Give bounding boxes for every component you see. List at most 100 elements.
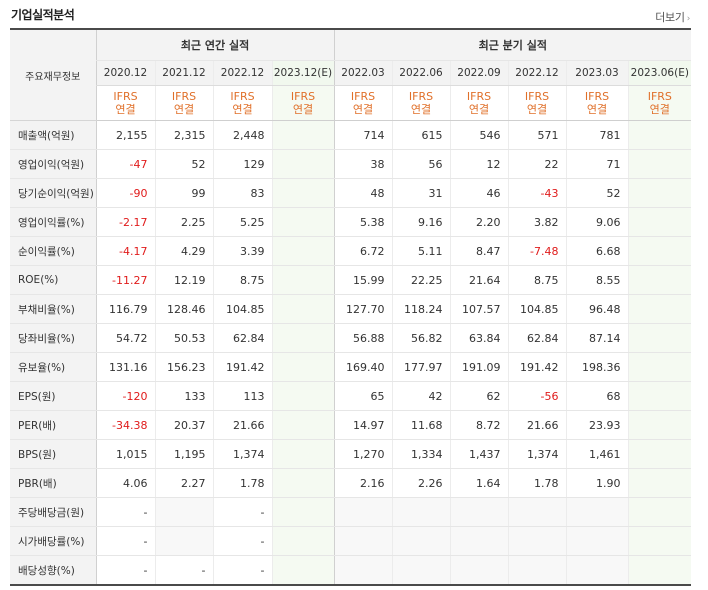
basis-standard: IFRS bbox=[584, 90, 610, 103]
value-cell: 5.11 bbox=[391, 236, 451, 266]
value-cell: 571 bbox=[507, 120, 567, 150]
value-cell: 65 bbox=[333, 381, 393, 411]
value-cell: 15.99 bbox=[333, 265, 393, 295]
value-cell: 8.75 bbox=[212, 265, 272, 295]
value-cell bbox=[627, 352, 692, 382]
value-cell bbox=[271, 555, 335, 586]
value-cell: 1.90 bbox=[565, 468, 629, 498]
value-cell bbox=[271, 352, 335, 382]
period-header: 2021.12 bbox=[154, 60, 213, 86]
value-cell bbox=[391, 555, 451, 586]
table-row: ROE(%) -11.27 12.19 8.75 15.99 22.25 21.64 8.75… bbox=[10, 265, 692, 295]
value-cell: 1,270 bbox=[333, 439, 393, 469]
basis-standard: IFRS bbox=[113, 90, 138, 103]
value-cell: 3.39 bbox=[212, 236, 272, 266]
basis-standard: IFRS bbox=[524, 90, 550, 103]
value-cell: - bbox=[154, 555, 213, 586]
value-cell: -2.17 bbox=[95, 207, 155, 237]
value-cell: 52 bbox=[154, 149, 213, 179]
value-cell bbox=[271, 265, 335, 295]
value-cell bbox=[627, 149, 692, 179]
value-cell: 12 bbox=[449, 149, 509, 179]
value-cell: 781 bbox=[565, 120, 629, 150]
value-cell bbox=[271, 439, 335, 469]
value-cell: 46 bbox=[449, 178, 509, 208]
value-cell: 87.14 bbox=[565, 323, 629, 353]
value-cell: 22 bbox=[507, 149, 567, 179]
value-cell bbox=[627, 323, 692, 353]
value-cell: 615 bbox=[391, 120, 451, 150]
value-cell bbox=[507, 526, 567, 556]
value-cell bbox=[271, 497, 335, 527]
value-cell: 1,461 bbox=[565, 439, 629, 469]
row-label: EPS(원) bbox=[10, 381, 96, 411]
more-link[interactable]: 더보기 › bbox=[655, 9, 690, 25]
basis-standard: IFRS bbox=[466, 90, 492, 103]
value-cell bbox=[627, 294, 692, 324]
value-cell: 8.55 bbox=[565, 265, 629, 295]
table-row: 유보율(%) 131.16 156.23 191.42 169.40 177.97 191.… bbox=[10, 352, 692, 382]
more-link-label[interactable]: 더보기 bbox=[655, 11, 685, 24]
value-cell: 169.40 bbox=[333, 352, 393, 382]
value-cell bbox=[271, 120, 335, 150]
period-header-row: 2020.12 2021.12 2022.12 2023.12(E) 2022.03 20… bbox=[10, 60, 692, 86]
value-cell: 156.23 bbox=[154, 352, 213, 382]
value-cell bbox=[271, 468, 335, 498]
value-cell: 1,374 bbox=[212, 439, 272, 469]
value-cell: 56.82 bbox=[391, 323, 451, 353]
value-cell bbox=[154, 526, 213, 556]
value-cell: 56.88 bbox=[333, 323, 393, 353]
value-cell bbox=[507, 555, 567, 586]
annual-group-header: 최근 연간 실적 bbox=[95, 29, 335, 61]
basis-scope: 연결 bbox=[410, 103, 432, 116]
value-cell: 8.72 bbox=[449, 410, 509, 440]
value-cell: -47 bbox=[95, 149, 155, 179]
basis-header: IFRS 연결 bbox=[333, 85, 393, 121]
row-label: 당기순이익(억원) bbox=[10, 178, 96, 208]
value-cell: 2,315 bbox=[154, 120, 213, 150]
value-cell: 1.64 bbox=[449, 468, 509, 498]
period-header: 2022.06 bbox=[391, 60, 451, 86]
value-cell: 127.70 bbox=[333, 294, 393, 324]
value-cell bbox=[565, 526, 629, 556]
value-cell: 31 bbox=[391, 178, 451, 208]
value-cell: 1,015 bbox=[95, 439, 155, 469]
value-cell bbox=[271, 381, 335, 411]
basis-header: IFRS 연결 bbox=[391, 85, 451, 121]
table-row: 주당배당금(원) - - bbox=[10, 497, 692, 527]
value-cell: 131.16 bbox=[95, 352, 155, 382]
value-cell bbox=[391, 526, 451, 556]
value-cell: 2,448 bbox=[212, 120, 272, 150]
value-cell bbox=[627, 381, 692, 411]
value-cell bbox=[391, 497, 451, 527]
value-cell: 50.53 bbox=[154, 323, 213, 353]
table-row: PER(배) -34.38 20.37 21.66 14.97 11.68 8.72 21.6… bbox=[10, 410, 692, 440]
value-cell: 14.97 bbox=[333, 410, 393, 440]
value-cell: 62 bbox=[449, 381, 509, 411]
value-cell: - bbox=[212, 497, 272, 527]
value-cell: -4.17 bbox=[95, 236, 155, 266]
value-cell: 198.36 bbox=[565, 352, 629, 382]
value-cell: 191.42 bbox=[212, 352, 272, 382]
value-cell: 1.78 bbox=[507, 468, 567, 498]
value-cell bbox=[333, 555, 393, 586]
value-cell bbox=[627, 120, 692, 150]
value-cell bbox=[627, 236, 692, 266]
value-cell: 62.84 bbox=[212, 323, 272, 353]
row-label: 배당성향(%) bbox=[10, 555, 96, 586]
row-label: BPS(원) bbox=[10, 439, 96, 469]
value-cell: -43 bbox=[507, 178, 567, 208]
value-cell: 54.72 bbox=[95, 323, 155, 353]
value-cell: 116.79 bbox=[95, 294, 155, 324]
value-cell: 63.84 bbox=[449, 323, 509, 353]
value-cell: 2.27 bbox=[154, 468, 213, 498]
value-cell: 42 bbox=[391, 381, 451, 411]
basis-scope: 연결 bbox=[232, 103, 253, 116]
value-cell: 71 bbox=[565, 149, 629, 179]
value-cell: 5.25 bbox=[212, 207, 272, 237]
period-header: 2023.06(E) bbox=[627, 60, 692, 86]
value-cell bbox=[333, 526, 393, 556]
value-cell: 177.97 bbox=[391, 352, 451, 382]
row-label: 당좌비율(%) bbox=[10, 323, 96, 353]
value-cell: 2,155 bbox=[95, 120, 155, 150]
